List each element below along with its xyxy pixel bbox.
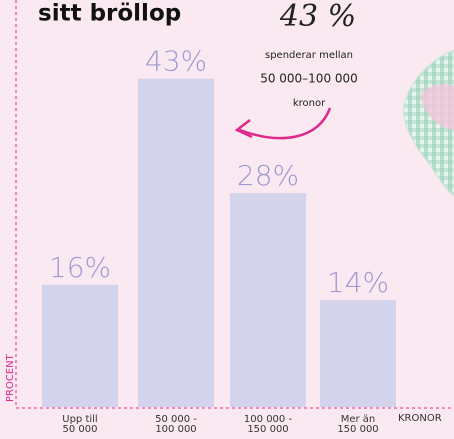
- page: {"chart_data": { "type": "bar", "title":…: [0, 0, 454, 439]
- annotation-headline: 43 %: [279, 0, 356, 34]
- y-axis-label: PROCENT: [5, 353, 16, 402]
- annotation-text: kronor: [293, 98, 326, 109]
- bar: [230, 193, 306, 407]
- value-label: 16%: [49, 251, 111, 284]
- chart: sitt bröllop 43 % spenderar mellan 50 00…: [0, 0, 454, 439]
- value-label: 14%: [327, 266, 389, 299]
- annotation-text: spenderar mellan: [265, 50, 353, 61]
- value-label: 43%: [145, 44, 207, 77]
- value-label: 28%: [237, 159, 299, 192]
- chart-title: sitt bröllop: [38, 1, 181, 27]
- x-axis-label: KRONOR: [398, 413, 442, 424]
- annotation-text: 50 000–100 000: [260, 72, 358, 86]
- annotation-arrow: [240, 108, 330, 138]
- bar: [320, 300, 396, 407]
- x-tick-label: 100 000 -150 000: [244, 414, 293, 435]
- x-tick-label: 50 000 -100 000: [155, 414, 197, 435]
- bar: [138, 78, 214, 407]
- bar: [42, 285, 118, 407]
